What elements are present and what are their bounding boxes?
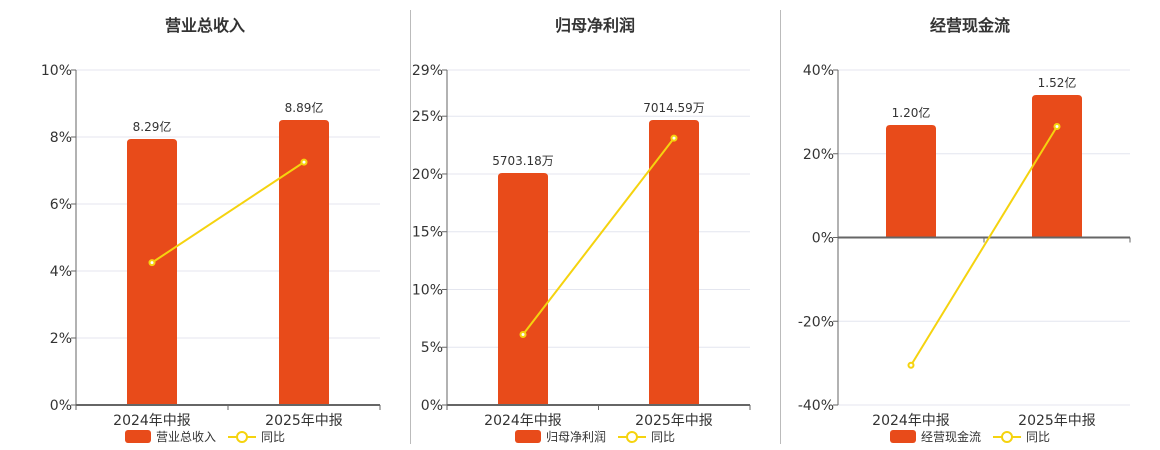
legend-bar-label: 经营现金流 bbox=[920, 430, 981, 444]
legend-bar-swatch bbox=[124, 430, 151, 443]
x-category-label: 2025年中报 bbox=[1018, 413, 1096, 429]
legend-line-label: 同比 bbox=[261, 430, 286, 444]
x-category-label: 2024年中报 bbox=[872, 413, 950, 429]
legend-item-line[interactable]: 同比 bbox=[993, 428, 1050, 445]
legend-line-swatch bbox=[228, 430, 256, 444]
bar bbox=[127, 139, 177, 405]
y-tick-label: -20% bbox=[798, 314, 834, 330]
y-tick-label: 10% bbox=[412, 282, 443, 298]
chart-title: 经营现金流 bbox=[929, 16, 1010, 35]
legend-bar-swatch bbox=[514, 430, 541, 443]
y-tick-label: 8% bbox=[50, 130, 72, 146]
y-axis-ticks: 0% 2% 4% 6% 8% 10% bbox=[41, 63, 76, 414]
bar-data-label: 1.52亿 bbox=[1038, 75, 1077, 90]
legend-bar-label: 归母净利润 bbox=[545, 430, 606, 444]
y-tick-label: 15% bbox=[412, 225, 443, 241]
legend-line-swatch bbox=[993, 430, 1021, 444]
x-category-label: 2025年中报 bbox=[265, 413, 343, 429]
x-category-label: 2024年中报 bbox=[113, 413, 191, 429]
yoy-point bbox=[907, 361, 915, 369]
chart-title: 归母净利润 bbox=[554, 16, 635, 35]
bar bbox=[649, 120, 699, 405]
bar-data-label: 8.89亿 bbox=[285, 100, 324, 115]
legend-item-bar[interactable]: 营业总收入 bbox=[124, 428, 216, 445]
revenue-chart: 0% 2% 4% 6% 8% 10% 8.29亿 8.89亿 2024年中报 2025年中报 bbox=[41, 63, 381, 429]
bar bbox=[886, 125, 936, 238]
y-tick-label: 25% bbox=[412, 109, 443, 125]
legend-line-label: 同比 bbox=[651, 430, 676, 444]
y-tick-label: -40% bbox=[798, 398, 834, 414]
legend-item-line[interactable]: 同比 bbox=[618, 428, 675, 445]
chart-title: 营业总收入 bbox=[164, 16, 245, 35]
y-tick-label: 6% bbox=[50, 197, 72, 213]
x-category-label: 2024年中报 bbox=[484, 413, 562, 429]
bars: 8.29亿 8.89亿 bbox=[127, 100, 329, 405]
legend-item-bar[interactable]: 归母净利润 bbox=[514, 428, 606, 445]
bar bbox=[498, 173, 548, 405]
chart-legend: 经营现金流 同比 bbox=[780, 428, 1160, 445]
y-tick-label: 40% bbox=[803, 63, 834, 79]
net-profit-chart: 0% 5% 10% 15% 20% 25% 29% 5703.18万 7014.59万 2024年… bbox=[412, 63, 751, 429]
cash-flow-chart: -40% -20% 0% 20% 40% 1.20亿 1.52亿 2024年中报 2025年中报 bbox=[798, 63, 1131, 429]
yoy-line bbox=[151, 161, 305, 264]
gridlines bbox=[76, 69, 380, 406]
y-tick-label: 0% bbox=[50, 398, 72, 414]
y-tick-label: 0% bbox=[421, 398, 443, 414]
yoy-point bbox=[519, 331, 527, 339]
y-tick-label: 20% bbox=[803, 147, 834, 163]
legend-item-line[interactable]: 同比 bbox=[228, 428, 285, 445]
y-tick-label: 10% bbox=[41, 63, 72, 79]
legend-bar-swatch bbox=[889, 430, 916, 443]
x-category-label: 2025年中报 bbox=[635, 413, 713, 429]
panel-divider bbox=[410, 10, 411, 444]
yoy-line bbox=[522, 137, 675, 336]
chart-legend: 营业总收入 同比 bbox=[0, 428, 410, 445]
bar-data-label: 8.29亿 bbox=[133, 119, 172, 134]
y-axis-ticks: 0% 5% 10% 15% 20% 25% 29% bbox=[412, 63, 447, 414]
bar-data-label: 5703.18万 bbox=[492, 154, 554, 168]
bars: 1.20亿 1.52亿 bbox=[886, 75, 1082, 238]
chart-panel-cash-flow: 经营现金流 -40% -20% 0% 20% 40% 1.20亿 1.52亿 2024年中报 2… bbox=[780, 0, 1160, 450]
legend-line-swatch bbox=[618, 430, 646, 444]
yoy-point bbox=[300, 158, 308, 166]
chart-panel-revenue: 营业总收入 0% 2% 4% 6% 8% 10% 8.29亿 8.89亿 2024年中报 2025… bbox=[0, 0, 410, 450]
legend-line-label: 同比 bbox=[1026, 430, 1051, 444]
y-tick-label: 29% bbox=[412, 63, 443, 79]
y-tick-label: 5% bbox=[421, 340, 443, 356]
bar-data-label: 1.20亿 bbox=[892, 105, 931, 120]
y-tick-label: 2% bbox=[50, 331, 72, 347]
bar-data-label: 7014.59万 bbox=[643, 101, 705, 115]
chart-legend: 归母净利润 同比 bbox=[410, 428, 780, 445]
y-tick-label: 20% bbox=[412, 167, 443, 183]
y-axis-ticks: -40% -20% 0% 20% 40% bbox=[798, 63, 838, 414]
panel-divider bbox=[780, 10, 781, 444]
yoy-point bbox=[148, 259, 156, 267]
yoy-point bbox=[670, 134, 678, 142]
legend-bar-label: 营业总收入 bbox=[155, 430, 216, 444]
bars: 5703.18万 7014.59万 bbox=[492, 101, 705, 405]
yoy-line bbox=[910, 126, 1058, 366]
yoy-point bbox=[1053, 123, 1061, 131]
bar bbox=[1032, 95, 1082, 238]
legend-item-bar[interactable]: 经营现金流 bbox=[889, 428, 981, 445]
chart-panel-net-profit: 归母净利润 0% 5% 10% 15% 20% 25% 29% 5703.18万 7014.59… bbox=[410, 0, 780, 450]
bar bbox=[279, 120, 329, 405]
y-tick-label: 4% bbox=[50, 264, 72, 280]
y-tick-label: 0% bbox=[812, 231, 834, 247]
